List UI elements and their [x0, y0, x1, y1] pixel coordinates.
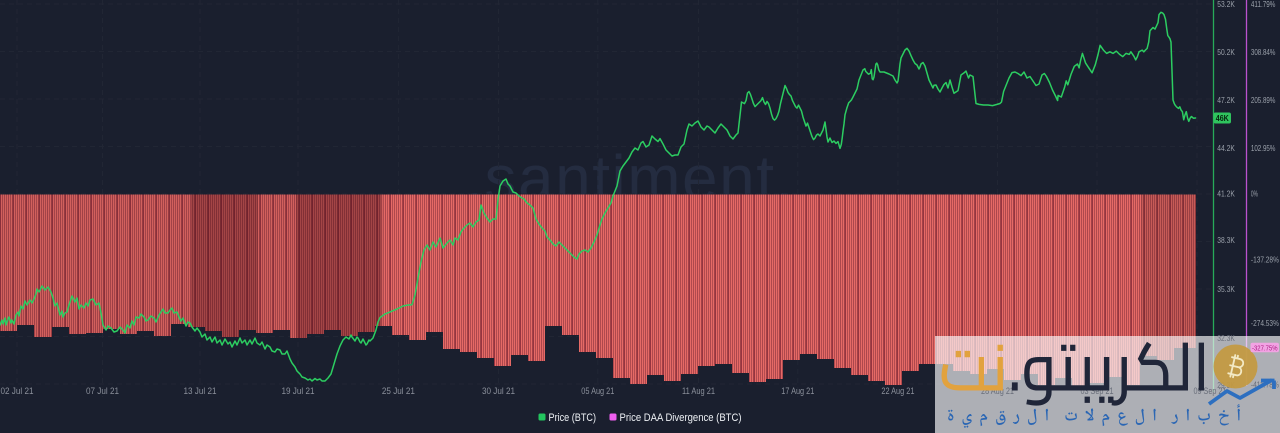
svg-text:-274.53%: -274.53%	[1251, 319, 1279, 328]
svg-text:308.84%: 308.84%	[1251, 48, 1276, 57]
svg-text:25 Jul 21: 25 Jul 21	[382, 386, 415, 397]
svg-text:47.2K: 47.2K	[1217, 96, 1235, 105]
svg-text:09 Sep 21: 09 Sep 21	[1194, 386, 1227, 397]
svg-text:07 Jul 21: 07 Jul 21	[86, 386, 119, 397]
svg-text:02 Jul 21: 02 Jul 21	[1, 386, 34, 397]
svg-text:03 Sep 21: 03 Sep 21	[1081, 386, 1114, 397]
svg-text:-137.28%: -137.28%	[1251, 256, 1279, 265]
svg-text:-327.75%: -327.75%	[1252, 343, 1278, 352]
svg-text:28 Aug 21: 28 Aug 21	[981, 386, 1014, 397]
svg-text:Price DAA Divergence (BTC): Price DAA Divergence (BTC)	[620, 412, 742, 424]
svg-text:13 Jul 21: 13 Jul 21	[184, 386, 217, 397]
svg-text:05 Aug 21: 05 Aug 21	[581, 386, 614, 397]
svg-text:17 Aug 21: 17 Aug 21	[781, 386, 814, 397]
svg-text:Price (BTC): Price (BTC)	[549, 412, 597, 424]
svg-text:41.2K: 41.2K	[1217, 190, 1235, 199]
svg-text:102.95%: 102.95%	[1251, 144, 1276, 153]
svg-text:205.89%: 205.89%	[1251, 96, 1276, 105]
svg-text:32.3K: 32.3K	[1217, 334, 1235, 343]
svg-text:11 Aug 21: 11 Aug 21	[682, 386, 715, 397]
svg-text:53.2K: 53.2K	[1217, 0, 1235, 9]
svg-text:50.2K: 50.2K	[1217, 48, 1235, 57]
svg-text:411.79%: 411.79%	[1251, 0, 1276, 9]
svg-text:22 Aug 21: 22 Aug 21	[881, 386, 914, 397]
svg-text:38.3K: 38.3K	[1217, 236, 1235, 245]
svg-text:0%: 0%	[1251, 190, 1258, 199]
svg-text:46K: 46K	[1216, 114, 1229, 123]
svg-text:44.2K: 44.2K	[1217, 144, 1235, 153]
svg-text:19 Jul 21: 19 Jul 21	[282, 386, 315, 397]
svg-text:30 Jul 21: 30 Jul 21	[482, 386, 515, 397]
svg-text:35.3K: 35.3K	[1217, 285, 1235, 294]
